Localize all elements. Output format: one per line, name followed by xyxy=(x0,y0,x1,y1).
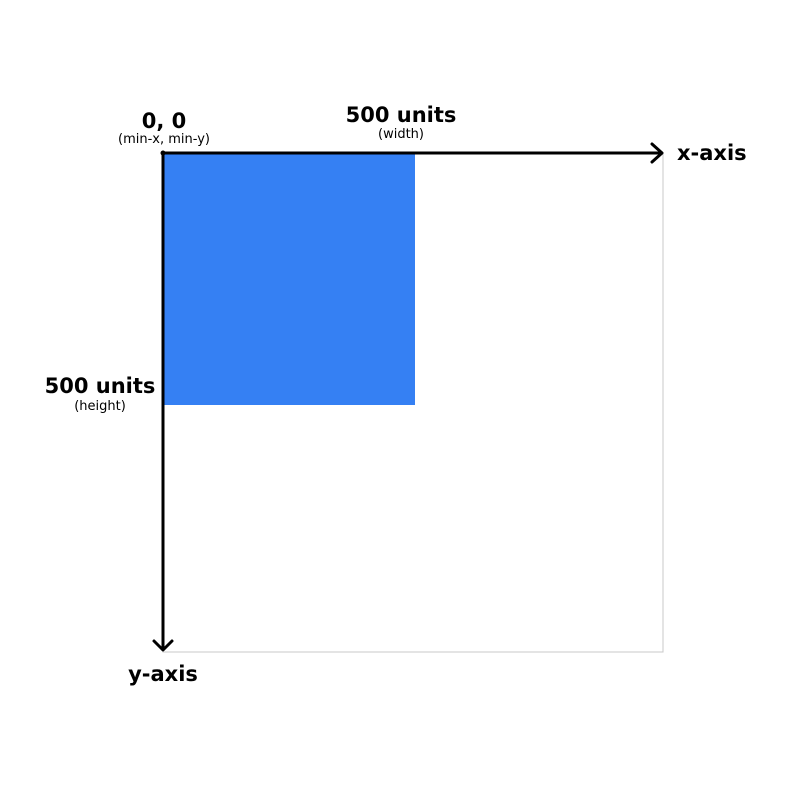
origin-sublabel: (min-x, min-y) xyxy=(118,132,210,147)
x-axis-arrowhead xyxy=(650,142,664,164)
height-label: 500 units xyxy=(45,374,156,398)
origin-point xyxy=(160,150,166,156)
width-label: 500 units xyxy=(346,103,457,127)
height-sublabel: (height) xyxy=(74,399,126,414)
x-axis-label: x-axis xyxy=(677,141,747,165)
width-sublabel: (width) xyxy=(378,127,424,142)
filled-square xyxy=(163,153,415,405)
y-axis-label: y-axis xyxy=(128,662,198,686)
y-axis-arrowhead xyxy=(152,639,174,652)
origin-label: 0, 0 xyxy=(142,109,187,133)
